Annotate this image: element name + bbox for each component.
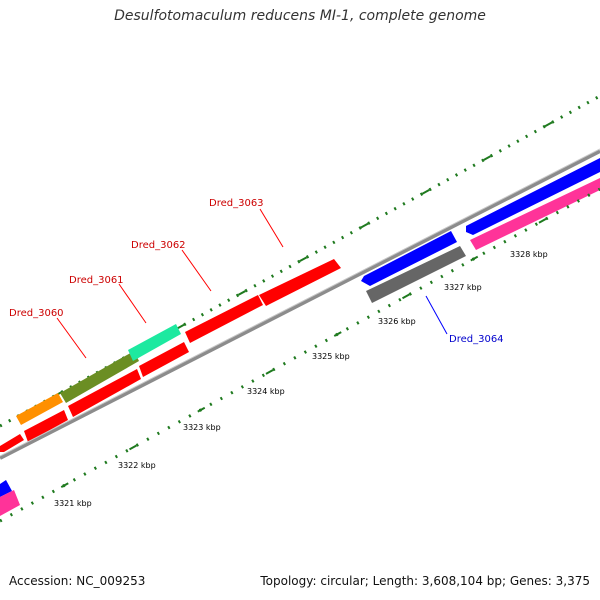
gene-feature[interactable]: [0, 434, 24, 452]
genome-backbone-highlight: [0, 148, 600, 457]
gene-feature-pink[interactable]: [0, 490, 20, 516]
inner-tick-arc: [0, 187, 600, 523]
gene-feature-grey[interactable]: [366, 246, 466, 303]
scale-label: 3325 kbp: [312, 352, 350, 361]
scale-label: 3326 kbp: [378, 317, 416, 326]
gene-feature-olive[interactable]: [60, 351, 139, 403]
gene-label[interactable]: Dred_3063: [209, 198, 264, 209]
inner-major-ticks: [0, 188, 600, 522]
gene-label[interactable]: Dred_3060: [9, 308, 64, 319]
scale-label: 3328 kbp: [510, 250, 548, 259]
accession-text: Accession: NC_009253: [9, 574, 146, 588]
gene-feature[interactable]: [24, 410, 68, 442]
scale-label: 3322 kbp: [118, 461, 156, 470]
gene-leader-line: [181, 249, 212, 292]
gene-feature[interactable]: [185, 295, 263, 343]
gene-leader-line: [425, 295, 448, 335]
scale-label: 3327 kbp: [444, 283, 482, 292]
gene-leader-line: [259, 208, 284, 248]
gene-label[interactable]: Dred_3061: [69, 275, 124, 286]
gene-feature-blue[interactable]: [0, 480, 12, 497]
genome-backbone: [0, 149, 600, 460]
reverse-strand-track: [0, 158, 600, 497]
scale-label: 3323 kbp: [183, 423, 221, 432]
gene-labels: Dred_3060 Dred_3061 Dred_3062 Dred_3063 …: [9, 198, 504, 359]
forward-strand-track: [0, 259, 341, 452]
gene-leader-line: [118, 283, 147, 324]
gene-label[interactable]: Dred_3064: [449, 334, 504, 345]
inner-gene-track: [24, 342, 189, 442]
outer-tick-arc: [0, 94, 600, 428]
gene-feature-orange[interactable]: [16, 393, 63, 425]
gene-feature[interactable]: [68, 369, 141, 417]
scale-labels: 3321 kbp 3322 kbp 3323 kbp 3324 kbp 3325…: [54, 250, 548, 508]
scale-label: 3321 kbp: [54, 499, 92, 508]
gene-feature-blue[interactable]: [466, 158, 600, 235]
outer-major-ticks: [0, 95, 600, 427]
gene-label[interactable]: Dred_3062: [131, 240, 186, 251]
gene-feature-mint[interactable]: [128, 324, 181, 361]
map-title: Desulfotomaculum reducens MI-1, complete…: [114, 8, 486, 24]
gene-feature[interactable]: [259, 259, 341, 306]
scale-label: 3324 kbp: [247, 387, 285, 396]
gene-feature-blue[interactable]: [361, 231, 457, 286]
gene-leader-line: [56, 317, 87, 359]
gene-feature-pink[interactable]: [470, 178, 600, 250]
outer-minor-ticks: [0, 94, 600, 428]
gene-feature[interactable]: [139, 342, 189, 377]
genome-summary-text: Topology: circular; Length: 3,608,104 bp…: [260, 574, 590, 588]
